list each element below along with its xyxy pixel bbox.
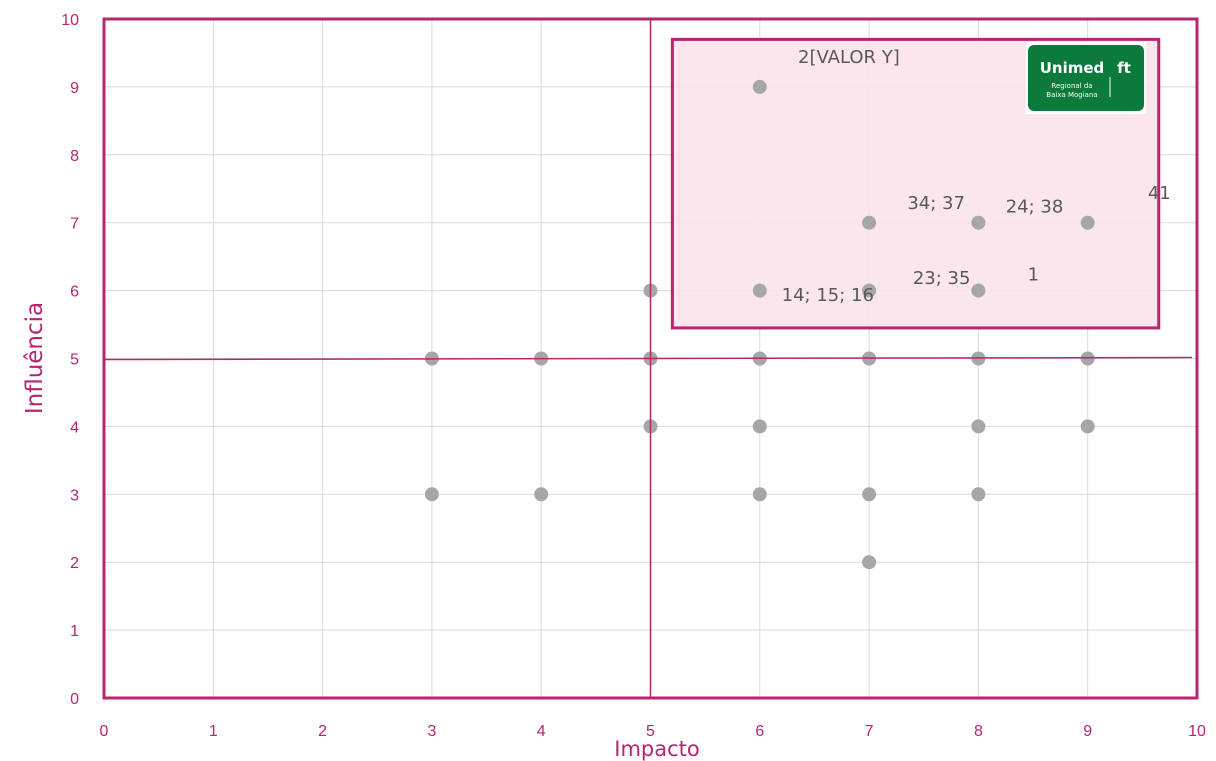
x-tick-label: 0 bbox=[100, 723, 109, 740]
point-label: 14; 15; 16 bbox=[782, 285, 874, 306]
y-tick-label: 2 bbox=[70, 555, 79, 572]
x-tick-label: 6 bbox=[755, 723, 764, 740]
point-label: 41 bbox=[1148, 183, 1171, 204]
data-point bbox=[862, 215, 877, 230]
data-point bbox=[971, 283, 986, 298]
y-tick-label: 7 bbox=[70, 216, 79, 233]
logo-subtitle-1: Regional da bbox=[1051, 82, 1092, 90]
x-tick-label: 10 bbox=[1188, 723, 1206, 740]
y-tick-label: 6 bbox=[70, 284, 79, 301]
quadrant-line-horizontal bbox=[103, 356, 1193, 361]
data-point bbox=[971, 487, 986, 502]
y-tick-label: 3 bbox=[70, 487, 79, 504]
x-tick-label: 9 bbox=[1083, 723, 1092, 740]
point-label: 24; 38 bbox=[1006, 197, 1064, 218]
data-point bbox=[424, 487, 439, 502]
y-tick-label: 0 bbox=[70, 691, 79, 708]
quadrant-lines bbox=[103, 19, 1193, 698]
data-point bbox=[862, 555, 877, 570]
y-tick-label: 4 bbox=[70, 419, 79, 436]
point-label: 2[VALOR Y] bbox=[798, 47, 900, 68]
point-annotations: 2[VALOR Y] 34; 37 24; 38 41 23; 35 1 14; 15; 1… bbox=[782, 47, 1171, 306]
y-axis-tick-labels: 0 1 2 3 4 5 6 7 8 9 10 bbox=[61, 12, 79, 708]
plot-frame bbox=[102, 17, 1199, 700]
x-axis-tick-labels: 0 1 2 3 4 5 6 7 8 9 10 bbox=[100, 723, 1206, 740]
point-label: 1 bbox=[1028, 264, 1039, 285]
data-point bbox=[1080, 351, 1095, 366]
x-axis-title: Impacto bbox=[614, 737, 699, 761]
x-tick-label: 3 bbox=[427, 723, 436, 740]
data-point bbox=[1080, 215, 1095, 230]
point-label: 23; 35 bbox=[913, 268, 971, 289]
data-point bbox=[862, 283, 877, 298]
y-axis-title: Influência bbox=[22, 302, 48, 414]
y-tick-label: 8 bbox=[70, 148, 79, 165]
data-point bbox=[971, 215, 986, 230]
data-point bbox=[752, 79, 767, 94]
data-point bbox=[862, 487, 877, 502]
logo-name: Unimed bbox=[1040, 59, 1105, 77]
y-tick-label: 9 bbox=[70, 80, 79, 97]
y-tick-label: 1 bbox=[70, 623, 79, 640]
data-point bbox=[752, 487, 767, 502]
unimed-logo: Unimed ft Regional da Baixa Mogiana bbox=[1026, 42, 1146, 114]
y-tick-label: 10 bbox=[61, 12, 79, 29]
x-tick-label: 4 bbox=[537, 723, 546, 740]
point-label: 34; 37 bbox=[907, 193, 965, 214]
data-point bbox=[752, 283, 767, 298]
logo-subtitle-2: Baixa Mogiana bbox=[1046, 91, 1097, 99]
x-tick-label: 8 bbox=[974, 723, 983, 740]
data-point bbox=[752, 419, 767, 434]
y-tick-label: 5 bbox=[70, 352, 79, 369]
data-point bbox=[534, 487, 549, 502]
x-tick-label: 2 bbox=[318, 723, 327, 740]
plot-border bbox=[102, 17, 1199, 700]
x-tick-label: 5 bbox=[646, 723, 655, 740]
logo-badge bbox=[1028, 45, 1144, 111]
data-point bbox=[1080, 419, 1095, 434]
x-tick-label: 7 bbox=[865, 723, 874, 740]
logo-symbol-icon: ft bbox=[1117, 59, 1131, 77]
data-point bbox=[971, 419, 986, 434]
x-tick-label: 1 bbox=[209, 723, 218, 740]
